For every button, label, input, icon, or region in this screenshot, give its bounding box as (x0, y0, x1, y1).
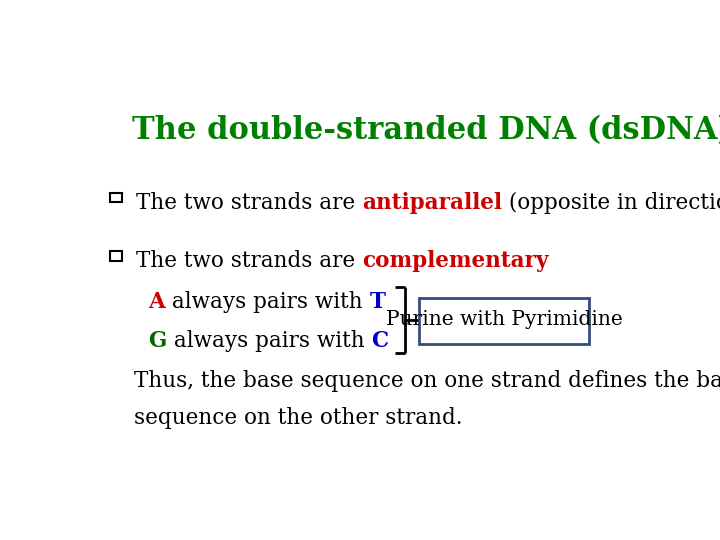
Bar (110, 193, 122, 202)
Bar (110, 252, 122, 261)
Text: complementary: complementary (362, 250, 549, 272)
Text: A: A (148, 291, 166, 313)
Text: C: C (372, 330, 389, 352)
Text: always pairs with: always pairs with (167, 330, 372, 352)
FancyBboxPatch shape (419, 298, 590, 344)
Text: Purine with Pyrimidine: Purine with Pyrimidine (386, 310, 623, 329)
Text: sequence on the other strand.: sequence on the other strand. (133, 407, 462, 429)
Text: The double-stranded DNA (dsDNA): The double-stranded DNA (dsDNA) (132, 114, 720, 146)
Text: antiparallel: antiparallel (362, 192, 503, 214)
Text: always pairs with: always pairs with (166, 291, 370, 313)
Text: The two strands are: The two strands are (136, 192, 362, 214)
Text: G: G (148, 330, 167, 352)
Text: Thus, the base sequence on one strand defines the base: Thus, the base sequence on one strand de… (133, 369, 720, 392)
Text: (opposite in direction): (opposite in direction) (503, 192, 720, 214)
Text: The two strands are: The two strands are (136, 250, 362, 272)
Text: T: T (370, 291, 386, 313)
